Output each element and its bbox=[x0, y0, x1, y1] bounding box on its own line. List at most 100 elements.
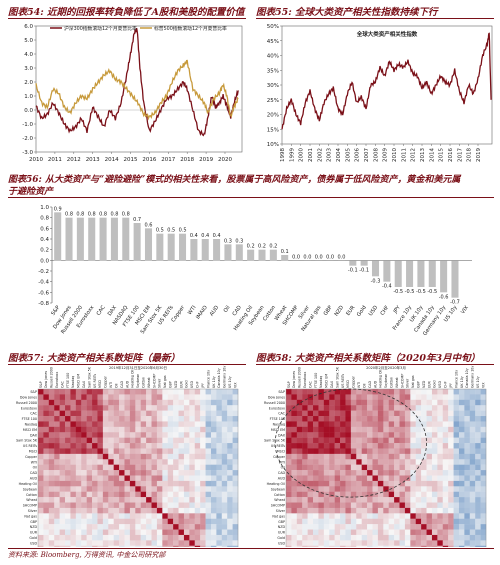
heat-cell bbox=[92, 459, 98, 465]
category-label: S&P bbox=[50, 305, 61, 317]
heat-cell bbox=[437, 475, 443, 482]
heat-cell bbox=[54, 480, 60, 487]
row-label: EUR bbox=[30, 531, 37, 535]
heat-cell bbox=[361, 453, 368, 460]
heat-cell bbox=[286, 470, 292, 476]
heat-cell bbox=[54, 410, 60, 417]
heat-cell bbox=[448, 534, 454, 541]
heat-cell bbox=[394, 389, 400, 395]
heat-cell bbox=[383, 443, 389, 449]
heat-cell bbox=[156, 480, 163, 487]
heat-cell bbox=[388, 410, 395, 417]
heat-cell bbox=[183, 464, 190, 471]
row-label: AUD bbox=[278, 477, 286, 481]
heat-cell bbox=[216, 502, 222, 509]
heat-cell bbox=[367, 524, 373, 530]
heat-cell bbox=[189, 426, 195, 433]
heat-cell bbox=[48, 432, 55, 438]
heat-cell bbox=[399, 491, 406, 498]
heat-cell bbox=[113, 497, 120, 503]
heat-cell bbox=[296, 437, 303, 444]
heat-cell bbox=[372, 480, 379, 487]
heat-cell bbox=[113, 507, 120, 514]
heat-cell bbox=[54, 497, 60, 503]
heat-cell bbox=[70, 437, 77, 444]
heat-cell bbox=[140, 470, 147, 476]
heat-cell bbox=[334, 524, 341, 530]
heat-cell bbox=[129, 529, 136, 536]
heat-cell bbox=[313, 518, 319, 525]
heat-cell bbox=[216, 497, 222, 503]
heat-cell bbox=[54, 502, 60, 509]
heat-cell bbox=[75, 529, 82, 536]
y-tick-label: 15% bbox=[267, 127, 279, 133]
col-label: VIX bbox=[233, 382, 237, 388]
bar bbox=[88, 217, 96, 261]
heat-cell bbox=[135, 470, 141, 476]
heat-cell bbox=[286, 437, 292, 444]
heat-cell bbox=[426, 486, 433, 492]
heat-cell bbox=[421, 502, 427, 509]
heat-cell bbox=[146, 426, 152, 433]
heat-cell bbox=[232, 394, 239, 401]
heat-cell bbox=[119, 486, 125, 492]
bar-value-label: 0.0 bbox=[326, 254, 334, 260]
heat-cell bbox=[86, 545, 93, 547]
heat-cell bbox=[75, 416, 82, 422]
col-label: CAD bbox=[120, 380, 124, 388]
heat-cell bbox=[232, 534, 239, 541]
heat-cell bbox=[394, 394, 400, 401]
heat-cell bbox=[178, 416, 185, 422]
heat-cell bbox=[437, 524, 443, 530]
heat-cell bbox=[48, 518, 55, 525]
heat-cell bbox=[200, 524, 206, 530]
source-note: 资料来源: Bloomberg, 万得资讯, 中金公司研究部 bbox=[8, 551, 166, 559]
row-label: Nat gas bbox=[24, 514, 37, 518]
heat-cell bbox=[458, 491, 465, 498]
x-tick-label: 2020 bbox=[218, 157, 232, 163]
heat-cell bbox=[313, 486, 319, 492]
heat-cell bbox=[291, 534, 298, 541]
heat-cell bbox=[54, 491, 60, 498]
heat-cell bbox=[205, 513, 212, 519]
heat-cell bbox=[404, 416, 411, 422]
heat-cell bbox=[464, 437, 470, 444]
bar-value-label: 0.6 bbox=[145, 222, 153, 228]
row-label: Eurostoxx bbox=[269, 406, 285, 410]
heat-cell bbox=[361, 475, 368, 482]
col-label: NZD bbox=[174, 380, 178, 388]
heat-cell bbox=[356, 453, 362, 460]
chart56-title-line2: 于避险资产 bbox=[8, 187, 54, 197]
heat-cell bbox=[356, 480, 362, 487]
heat-cell bbox=[383, 416, 389, 422]
heat-cell bbox=[178, 491, 185, 498]
heat-cell bbox=[97, 437, 104, 444]
heat-cell bbox=[156, 394, 163, 401]
heat-cell bbox=[394, 480, 400, 487]
x-tick-label: 2016 bbox=[142, 157, 156, 163]
heat-cell bbox=[102, 497, 109, 503]
heat-cell bbox=[200, 475, 206, 482]
bar-value-label: 0.1 bbox=[281, 249, 289, 255]
chart55-inner-title: 全球大类资产相关性指数 bbox=[356, 30, 418, 38]
heat-cell bbox=[350, 486, 357, 492]
heat-cell bbox=[469, 459, 476, 465]
heat-cell bbox=[350, 453, 357, 460]
y-tick-label: -0.8 bbox=[38, 301, 49, 307]
heat-cell bbox=[113, 486, 120, 492]
heat-cell bbox=[323, 459, 330, 465]
heat-cell bbox=[442, 529, 449, 536]
heat-cell bbox=[394, 426, 400, 433]
heat-cell bbox=[59, 540, 66, 546]
bar bbox=[394, 260, 402, 287]
heat-cell bbox=[469, 443, 476, 449]
heat-cell bbox=[81, 486, 87, 492]
heat-cell bbox=[361, 432, 368, 438]
heat-cell bbox=[302, 426, 308, 433]
heat-cell bbox=[356, 497, 362, 503]
heat-cell bbox=[383, 426, 389, 433]
heat-cell bbox=[448, 421, 454, 428]
heat-cell bbox=[302, 470, 308, 476]
heat-cell bbox=[377, 443, 384, 449]
heat-cell bbox=[59, 453, 66, 460]
